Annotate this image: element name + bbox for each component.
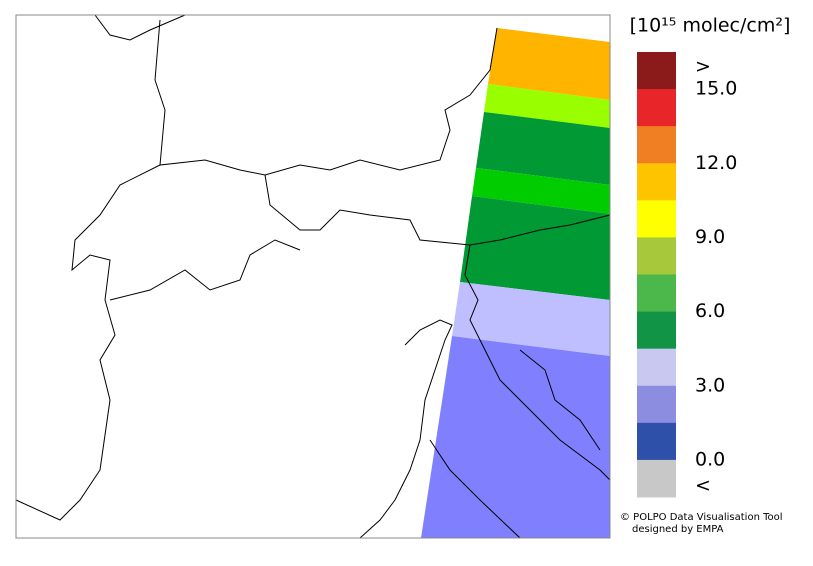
- colorbar-tick-label: 0.0: [695, 448, 725, 470]
- colorbar-tick-label: 9.0: [695, 226, 725, 248]
- swath-band: [484, 84, 610, 128]
- colorbar-cell: [637, 385, 676, 424]
- colorbar-tick-label: 3.0: [695, 374, 725, 396]
- colorbar-cell: [637, 274, 676, 313]
- credit: designed by EMPA: [632, 524, 724, 535]
- colorbar-tick-label: 15.0: [695, 78, 737, 100]
- colorbar-cell: [637, 52, 676, 90]
- swath-band: [421, 336, 610, 538]
- colorbar-label: [10¹⁵ molec/cm²]: [630, 15, 791, 37]
- swath: [421, 28, 610, 538]
- colorbar-cell: [637, 126, 676, 164]
- colorbar: >15.0 12.0 9.0 6.0 3.0 0.0 <: [637, 52, 737, 498]
- swath-band: [488, 28, 610, 100]
- colorbar-tick-label: <: [695, 474, 711, 496]
- swath-band: [460, 196, 610, 300]
- colorbar-tick-label: 6.0: [695, 300, 725, 322]
- swath-band: [476, 112, 610, 185]
- colorbar-cell: [637, 348, 676, 387]
- colorbar-tick-label: 12.0: [695, 152, 737, 174]
- colorbar-cell: [637, 311, 676, 350]
- colorbar-cell: [637, 459, 676, 498]
- credit: © POLPO Data Visualisation Tool: [620, 512, 783, 523]
- colorbar-tick-label: >: [695, 55, 711, 77]
- borders: [15, 14, 611, 539]
- colorbar-cell: [637, 237, 676, 275]
- swath-band: [472, 168, 610, 214]
- map-frame: [15, 14, 611, 539]
- colorbar-cell: [637, 89, 676, 127]
- colorbar-cell: [637, 422, 676, 461]
- colorbar-cell: [637, 200, 676, 238]
- swath-band: [452, 282, 610, 356]
- colorbar-cell: [637, 163, 676, 201]
